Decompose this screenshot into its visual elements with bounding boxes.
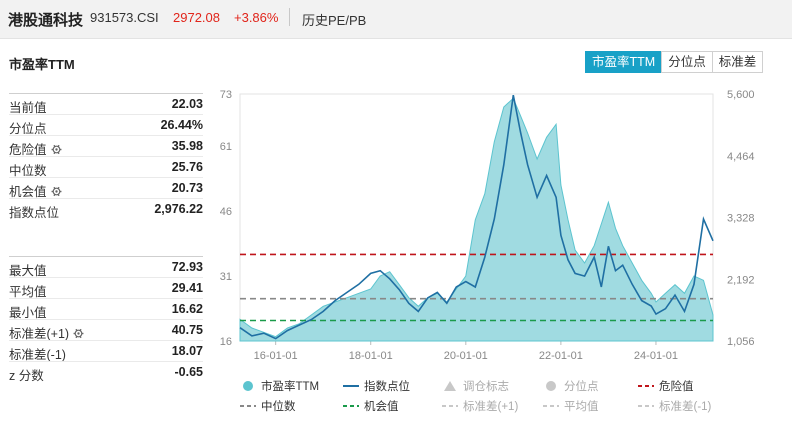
stat-label: 危险值 — [9, 139, 62, 158]
right-axis-tick: 3,328 — [727, 213, 755, 225]
tab-pe-ttm[interactable]: 市盈率TTM — [585, 51, 663, 73]
stat-row: 指数点位 2,976.22 — [9, 198, 203, 220]
stat-row: 标准差(+1) 40.75 — [9, 319, 203, 342]
stat-label: 当前值 — [9, 101, 47, 115]
legend-label: 机会值 — [364, 401, 399, 413]
legend-dashed-line-icon — [638, 385, 654, 387]
legend-label: 调仓标志 — [463, 381, 509, 393]
legend-item[interactable]: 机会值 — [343, 398, 399, 414]
legend-dashed-line-icon — [240, 405, 256, 407]
legend-label: 分位点 — [564, 381, 599, 393]
stat-row: 当前值 22.03 — [9, 93, 203, 115]
stat-row: 机会值 20.73 — [9, 177, 203, 200]
stat-row: 分位点 26.44% — [9, 114, 203, 136]
stat-value: 40.75 — [171, 323, 203, 337]
pe-chart: 73 61 46 31 16 5,600 4,464 3,328 2,192 1,056 16-01… — [220, 89, 755, 362]
legend-circle-icon — [546, 381, 556, 391]
stat-row: 危险值 35.98 — [9, 135, 203, 158]
legend-dashed-line-icon — [343, 405, 359, 407]
index-code: 931573.CSI — [90, 10, 159, 25]
left-axis-tick: 16 — [220, 336, 232, 348]
stat-label: 最小值 — [9, 306, 47, 320]
tab-std-dev[interactable]: 标准差 — [711, 51, 764, 73]
stat-value: 72.93 — [171, 260, 203, 274]
stat-row: z 分数 -0.65 — [9, 361, 204, 383]
legend-label: 中位数 — [261, 401, 296, 413]
gear-icon[interactable] — [73, 328, 84, 339]
legend-dashed-line-icon — [442, 405, 458, 407]
legend-item[interactable]: 分位点 — [543, 378, 599, 394]
legend-label: 危险值 — [659, 381, 694, 393]
stat-label: 分位点 — [9, 122, 47, 136]
legend-label: 标准差(-1) — [659, 401, 712, 413]
right-axis-tick: 5,600 — [727, 89, 755, 101]
legend-line-icon — [343, 385, 359, 387]
index-name: 港股通科技 — [8, 12, 84, 29]
stat-value: -0.65 — [174, 365, 204, 379]
left-axis-tick: 46 — [220, 206, 232, 218]
legend-circle-icon — [243, 381, 253, 391]
stat-value: 16.62 — [171, 302, 203, 316]
stat-value: 25.76 — [171, 160, 203, 174]
legend-label: 平均值 — [564, 401, 599, 413]
stat-value: 35.98 — [171, 139, 203, 153]
panel-title: 市盈率TTM — [9, 57, 75, 72]
legend-dashed-line-icon — [638, 405, 654, 407]
chart-legend: 市盈率TTM 指数点位 调仓标志 分位点 危险值中位数 机会值 标准差(+1) 平均值 标准差(… — [240, 378, 780, 418]
x-axis-tick: 16-01-01 — [254, 350, 298, 362]
legend-label: 指数点位 — [364, 381, 410, 393]
x-axis-tick: 18-01-01 — [349, 350, 393, 362]
stat-value: 22.03 — [171, 97, 203, 111]
legend-item[interactable]: 标准差(-1) — [638, 398, 711, 414]
stat-row: 最小值 16.62 — [9, 298, 203, 320]
gear-icon[interactable] — [51, 144, 62, 155]
stat-value: 26.44% — [160, 118, 203, 132]
index-price: 2972.08 — [173, 10, 220, 25]
legend-dashed-line-icon — [543, 405, 559, 407]
header-divider — [289, 8, 290, 26]
right-axis-tick: 2,192 — [727, 274, 755, 286]
right-axis-tick: 1,056 — [727, 336, 755, 348]
stat-row: 中位数 25.76 — [9, 156, 203, 178]
metric-tabs: 市盈率TTM 分位点 标准差 — [585, 51, 764, 73]
stat-label: 标准差(-1) — [9, 348, 66, 362]
stat-label: 平均值 — [9, 285, 47, 299]
stat-label: 最大值 — [9, 264, 47, 278]
legend-item[interactable]: 指数点位 — [343, 378, 410, 394]
left-axis-tick: 73 — [220, 89, 232, 101]
stat-row: 最大值 72.93 — [9, 256, 203, 278]
x-axis-tick: 22-01-01 — [539, 350, 583, 362]
stat-label: 机会值 — [9, 181, 62, 200]
index-change: +3.86% — [234, 10, 279, 25]
tab-percentile[interactable]: 分位点 — [661, 51, 713, 73]
history-pe-pb-link[interactable]: 历史PE/PB — [302, 13, 367, 28]
legend-item[interactable]: 标准差(+1) — [442, 398, 518, 414]
stat-row: 标准差(-1) 18.07 — [9, 340, 203, 362]
gear-icon[interactable] — [51, 186, 62, 197]
x-axis-tick: 20-01-01 — [444, 350, 488, 362]
legend-label: 市盈率TTM — [261, 381, 320, 393]
stat-value: 29.41 — [171, 281, 203, 295]
index-level-line — [239, 94, 714, 340]
legend-item[interactable]: 中位数 — [240, 398, 296, 414]
stat-label: 指数点位 — [9, 206, 60, 220]
stat-value: 20.73 — [171, 181, 203, 195]
stat-label: 中位数 — [9, 164, 47, 178]
left-axis-tick: 31 — [220, 271, 232, 283]
legend-item[interactable]: 平均值 — [543, 398, 599, 414]
stat-label: z 分数 — [9, 369, 44, 383]
legend-label: 标准差(+1) — [463, 401, 519, 413]
legend-item[interactable]: 危险值 — [638, 378, 694, 394]
stat-value: 2,976.22 — [154, 202, 203, 216]
right-axis-tick: 4,464 — [727, 151, 755, 163]
x-axis-tick: 24-01-01 — [634, 350, 678, 362]
left-axis-tick: 61 — [220, 141, 232, 153]
stat-value: 18.07 — [171, 344, 203, 358]
header-bar: 港股通科技 931573.CSI 2972.08 +3.86% 历史PE/PB — [0, 0, 792, 39]
legend-triangle-icon — [444, 381, 456, 391]
legend-item[interactable]: 市盈率TTM — [240, 378, 319, 394]
stat-row: 平均值 29.41 — [9, 277, 203, 299]
stat-label: 标准差(+1) — [9, 323, 84, 342]
legend-item[interactable]: 调仓标志 — [442, 378, 509, 394]
